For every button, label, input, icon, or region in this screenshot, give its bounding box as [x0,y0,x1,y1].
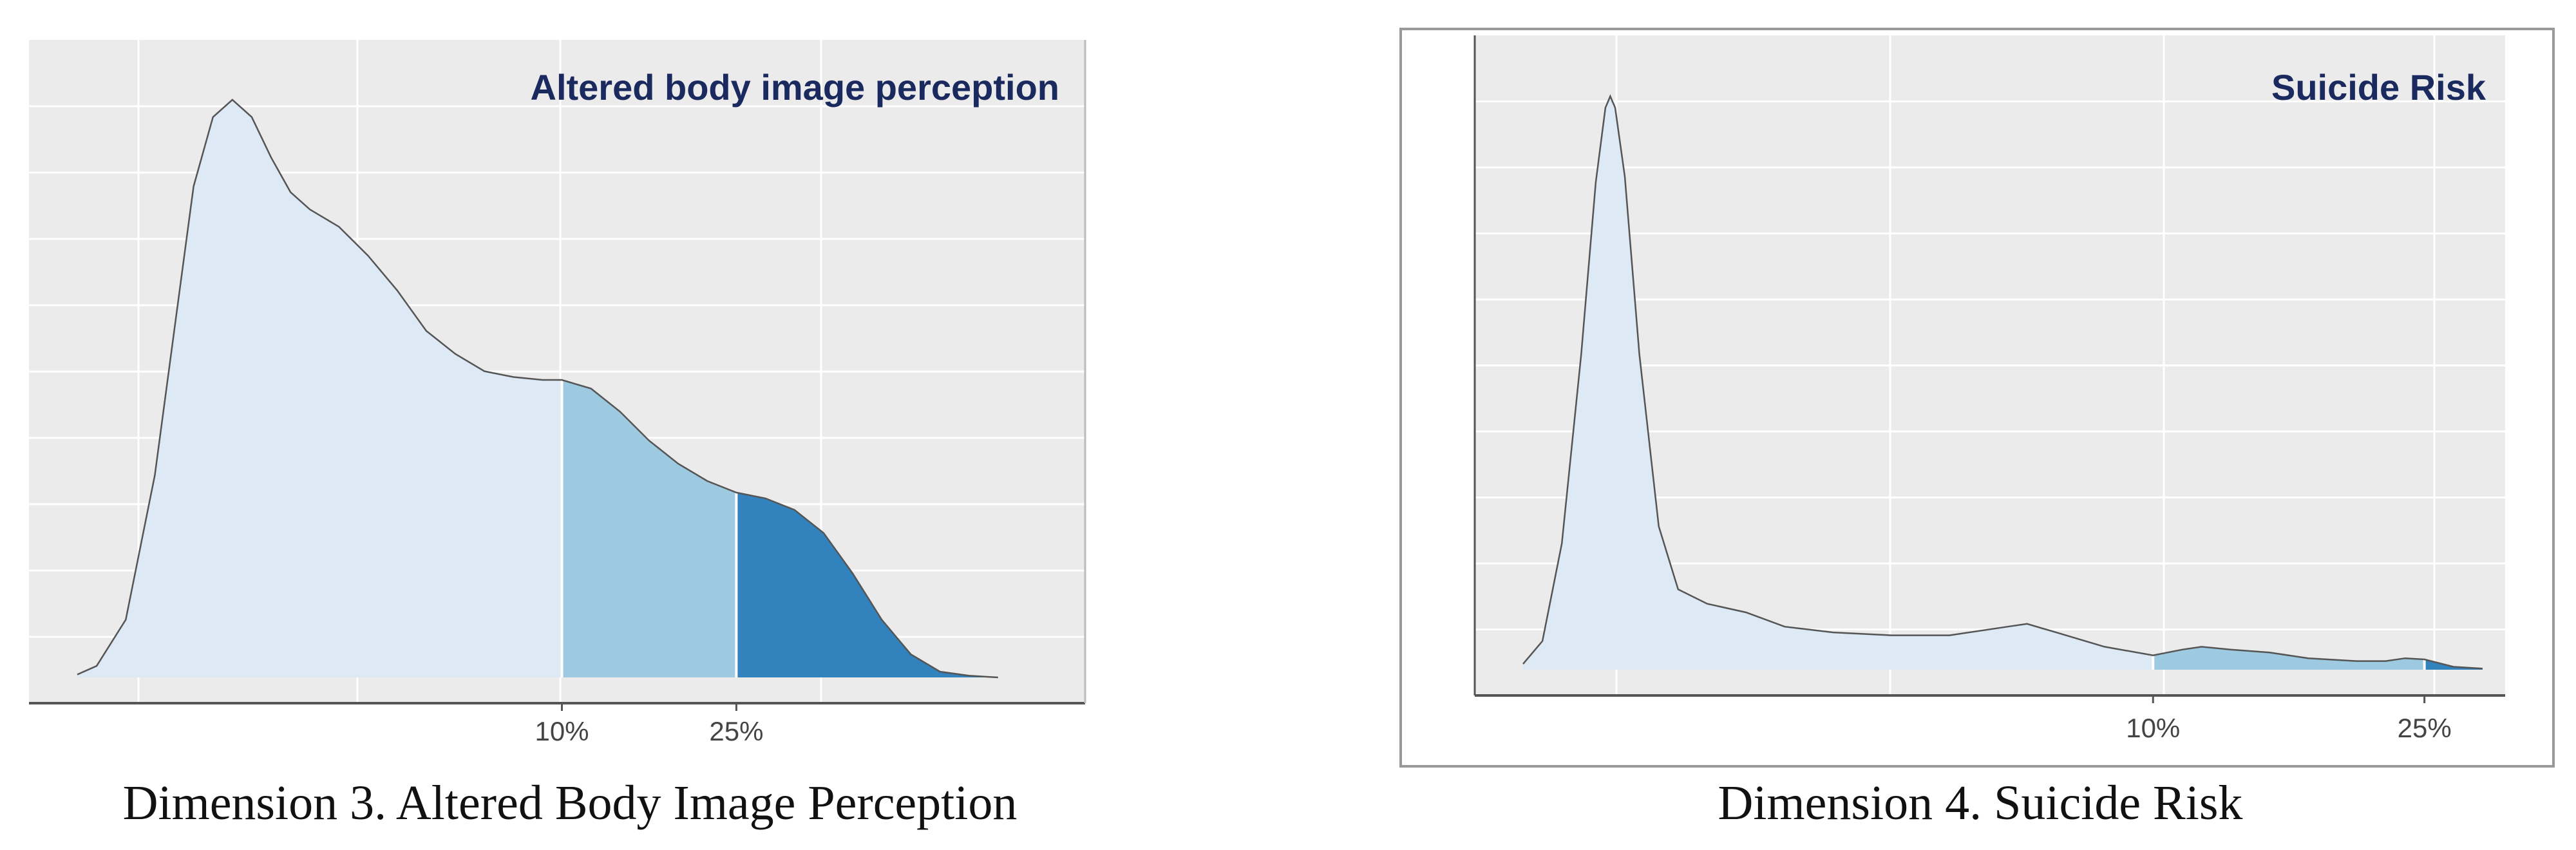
density-area-10-to-25 [2153,647,2425,670]
density-area-above-25 [736,492,998,677]
chart-title: Suicide Risk [2271,67,2486,108]
x-tick-label: 10% [535,716,589,746]
figure-caption: Dimension 4. Suicide Risk [1718,776,2243,830]
x-tick-label: 10% [2126,713,2180,743]
density-area-10-to-25 [562,380,737,677]
x-tick-label: 25% [2398,713,2452,743]
density-area-above-25 [2424,659,2483,670]
density-area-below-10 [1523,96,2154,670]
density-outline [1522,94,2483,670]
figure-caption: Dimension 3. Altered Body Image Percepti… [123,776,1018,830]
x-ticks: 10% 25% [535,703,763,746]
x-tick-label: 25% [709,716,763,746]
x-ticks: 10% 25% [2126,695,2452,743]
density-outline [77,99,998,679]
density-areas [1522,94,2483,670]
density-chart-altered-body-image: 10% 25% Altered body image perception Dim… [29,40,1086,830]
density-areas [77,99,998,679]
chart-title: Altered body image perception [531,67,1060,108]
density-area-below-10 [77,99,562,677]
density-chart-suicide-risk: 10% 25% Suicide Risk Dimension 4. Suicide… [1399,28,2555,830]
